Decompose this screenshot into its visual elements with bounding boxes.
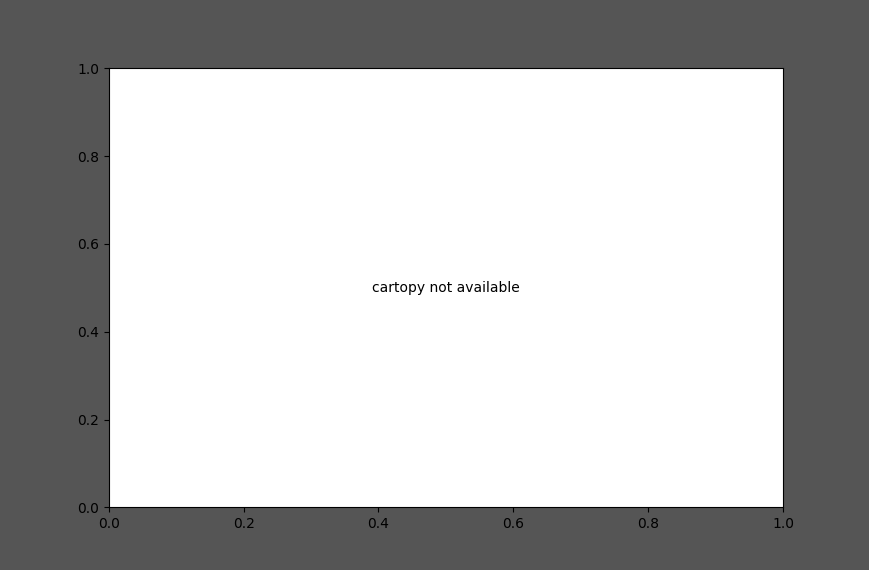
Text: cartopy not available: cartopy not available bbox=[372, 281, 519, 295]
